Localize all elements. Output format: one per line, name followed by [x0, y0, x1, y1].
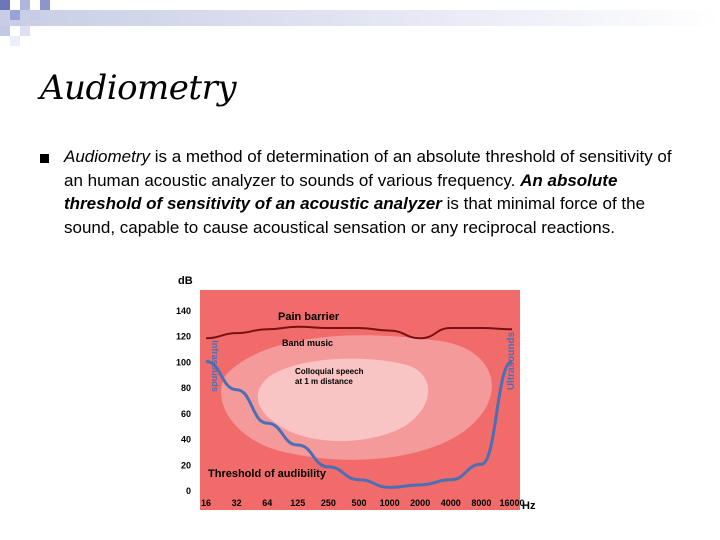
decor-square [20, 0, 30, 10]
x-tick-label: 8000 [471, 498, 491, 508]
x-tick-label: 125 [290, 498, 305, 508]
term-audiometry: Audiometry [64, 147, 150, 166]
y-axis-label: dB [178, 275, 193, 287]
region-label-threshold: Threshold of audibility [208, 468, 327, 480]
decor-square [10, 36, 20, 46]
bullet-text-part: is a method of determination of an absol… [64, 147, 672, 190]
y-axis: 140 120 100 80 60 40 20 0 [176, 306, 191, 496]
y-tick-label: 0 [186, 486, 191, 496]
region-label-band-music: Band music [282, 338, 333, 348]
page-title: Audiometry [40, 68, 237, 108]
decor-square [30, 10, 40, 20]
bullet-marker [40, 154, 49, 163]
x-tick-label: 16000 [499, 498, 524, 508]
threshold-curve [205, 359, 513, 489]
y-tick-label: 80 [181, 383, 191, 393]
y-tick-label: 100 [176, 357, 191, 367]
region-label-pain-barrier: Pain barrier [278, 311, 340, 323]
y-tick-label: 40 [181, 435, 191, 445]
speech-label-line: Colloquial speech [295, 367, 364, 376]
speech-region [257, 358, 429, 441]
decor-square [20, 26, 30, 36]
side-label-ultrasounds: Ultrasounds [506, 331, 517, 390]
decor-square [40, 0, 50, 10]
bullet-text-part: is that minimal force of the sound, capa… [64, 194, 646, 237]
y-tick-label: 140 [176, 306, 191, 316]
term-absolute-threshold: An absolute threshold of sensitivity of … [64, 170, 618, 214]
x-tick-label: 1000 [380, 498, 400, 508]
y-tick-label: 120 [176, 332, 191, 342]
bullet-text: Audiometry is a method of determination … [64, 145, 684, 239]
pain-barrier-curve [205, 325, 513, 340]
x-tick-label: 250 [321, 498, 336, 508]
decor-square [0, 26, 10, 36]
decor-square [10, 10, 20, 20]
x-tick-label: 2000 [410, 498, 430, 508]
y-tick-label: 60 [181, 409, 191, 419]
audiogram-chart: 140 120 100 80 60 40 20 0 16 32 64 125 250 500 1000 20… [176, 275, 536, 512]
y-tick-label: 20 [181, 460, 191, 470]
x-tick-label: 64 [262, 498, 272, 508]
side-label-infrasounds: Infrasounds [210, 340, 220, 392]
decor-square [0, 0, 10, 10]
x-axis-label: Hz [522, 500, 536, 512]
x-tick-label: 500 [351, 498, 366, 508]
x-tick-label: 16 [201, 498, 211, 508]
x-tick-label: 32 [232, 498, 242, 508]
x-axis: 16 32 64 125 250 500 1000 2000 4000 8000 16000 [201, 498, 525, 508]
region-label-speech: Colloquial speech at 1 m distance [295, 367, 366, 386]
x-tick-label: 4000 [441, 498, 461, 508]
header-band [0, 10, 720, 26]
speech-label-line: at 1 m distance [295, 377, 353, 386]
